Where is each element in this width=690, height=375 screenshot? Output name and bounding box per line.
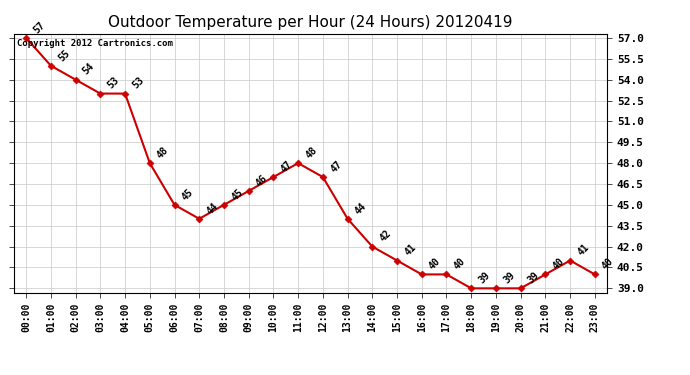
Text: 40: 40 xyxy=(551,256,566,272)
Text: 53: 53 xyxy=(106,75,121,91)
Text: 41: 41 xyxy=(575,242,591,258)
Text: 41: 41 xyxy=(402,242,418,258)
Text: 48: 48 xyxy=(155,145,170,160)
Text: 46: 46 xyxy=(254,173,270,188)
Text: 57: 57 xyxy=(32,20,47,35)
Title: Outdoor Temperature per Hour (24 Hours) 20120419: Outdoor Temperature per Hour (24 Hours) … xyxy=(108,15,513,30)
Text: 40: 40 xyxy=(600,256,615,272)
Text: 47: 47 xyxy=(279,159,295,174)
Text: 47: 47 xyxy=(328,159,344,174)
Text: 54: 54 xyxy=(81,62,97,77)
Text: 48: 48 xyxy=(304,145,319,160)
Text: 44: 44 xyxy=(353,201,368,216)
Text: 40: 40 xyxy=(427,256,443,272)
Text: 39: 39 xyxy=(526,270,542,285)
Text: 39: 39 xyxy=(477,270,492,285)
Text: 44: 44 xyxy=(205,201,220,216)
Text: 42: 42 xyxy=(378,228,393,244)
Text: 39: 39 xyxy=(502,270,517,285)
Text: 53: 53 xyxy=(130,75,146,91)
Text: 40: 40 xyxy=(452,256,467,272)
Text: Copyright 2012 Cartronics.com: Copyright 2012 Cartronics.com xyxy=(17,39,172,48)
Text: 45: 45 xyxy=(230,187,245,202)
Text: 45: 45 xyxy=(180,187,195,202)
Text: 55: 55 xyxy=(57,48,72,63)
